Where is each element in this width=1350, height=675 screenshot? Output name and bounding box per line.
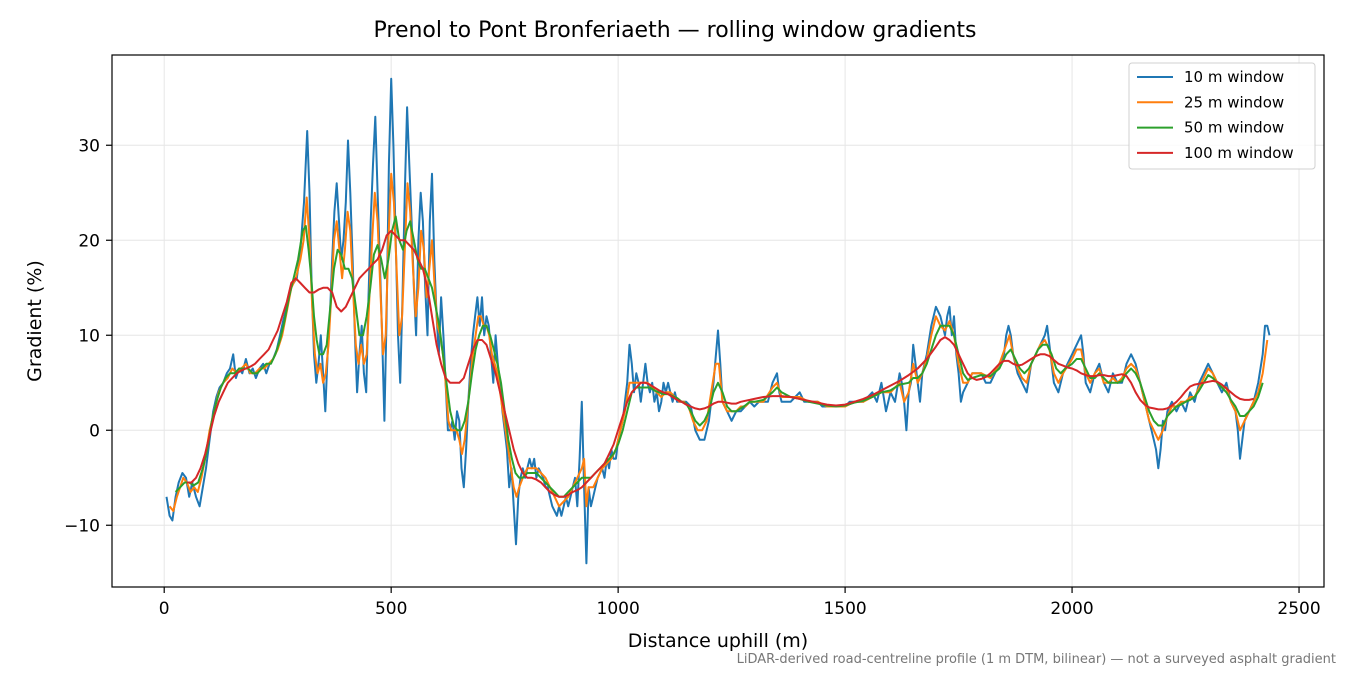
legend-label: 10 m window (1184, 68, 1284, 86)
series-line-2 (168, 172, 1269, 512)
series-line-1 (165, 77, 1271, 565)
y-tick-label: 30 (78, 136, 100, 156)
x-tick-label: 500 (375, 599, 407, 619)
series-line-3 (174, 215, 1264, 498)
legend-label: 25 m window (1184, 93, 1284, 111)
chart-title: Prenol to Pont Bronferiaeth — rolling wi… (373, 18, 977, 43)
legend: 10 m window 25 m window 50 m window 100 m w… (1128, 62, 1316, 170)
y-tick-label: 0 (89, 421, 100, 441)
x-tick-label: 1500 (823, 599, 866, 619)
legend-label: 50 m window (1184, 119, 1284, 137)
y-axis-label: Gradient (%) (24, 260, 46, 382)
x-tick-label: 2000 (1050, 599, 1093, 619)
legend-box (1128, 62, 1316, 170)
x-tick-label: 2500 (1277, 599, 1320, 619)
y-tick-label: −10 (64, 516, 100, 536)
plot-frame (111, 54, 1325, 588)
x-tick-label: 0 (159, 599, 170, 619)
x-tick-label: 1000 (597, 599, 640, 619)
legend-label: 100 m window (1184, 144, 1294, 162)
y-tick-label: 20 (78, 231, 100, 251)
footnote: LiDAR-derived road-centreline profile (1… (736, 652, 1336, 667)
x-axis-label: Distance uphill (m) (628, 630, 808, 652)
series-line-4 (186, 229, 1254, 498)
y-tick-label: 10 (78, 326, 100, 346)
tick-layer: 0 500 1000 1500 2000 2500 −10 0 10 20 30 (64, 136, 1321, 619)
series-layer (165, 77, 1271, 565)
